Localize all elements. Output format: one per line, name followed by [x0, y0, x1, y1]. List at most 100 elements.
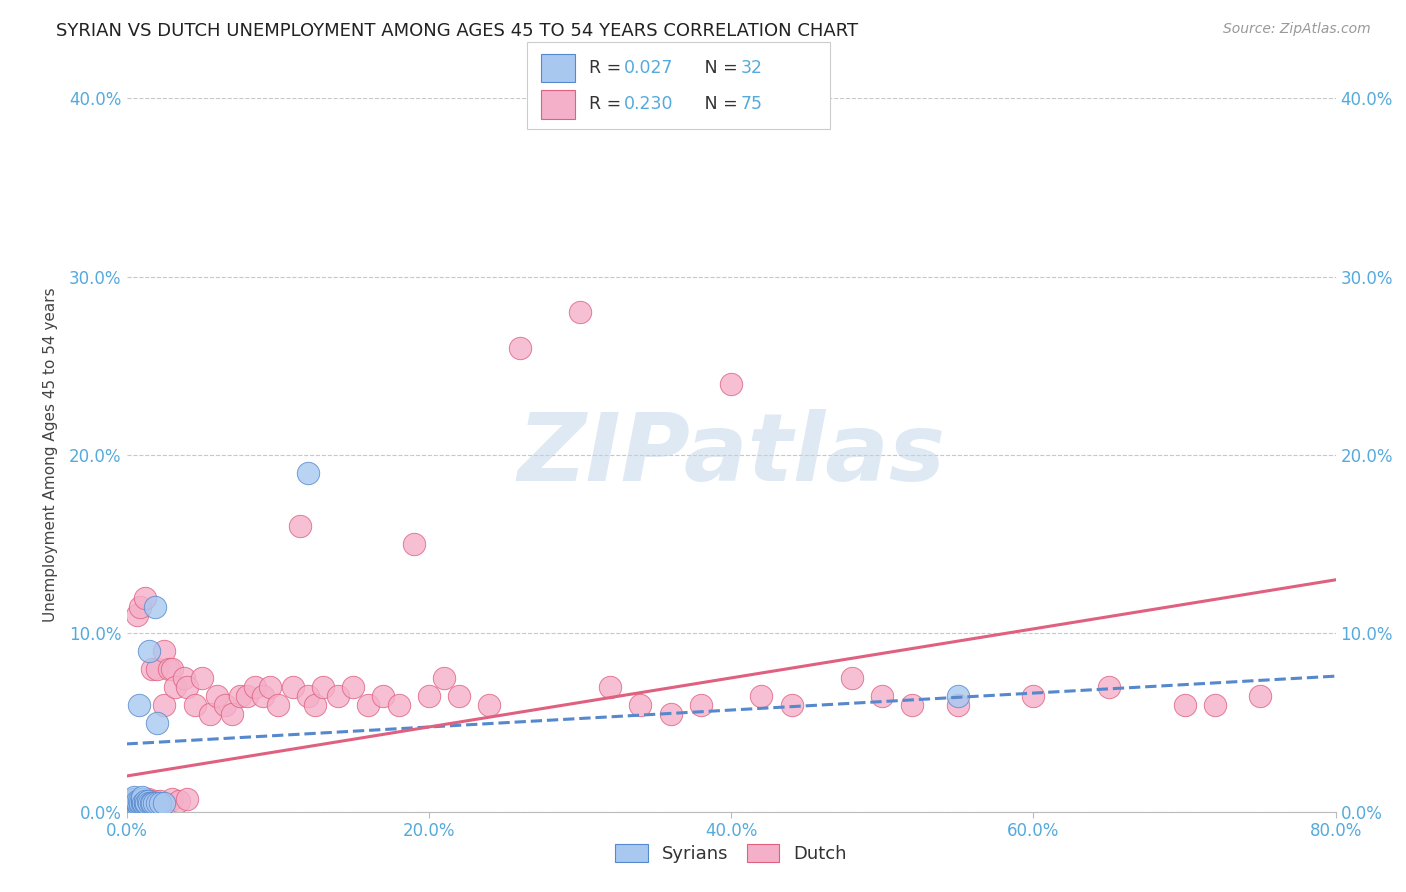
Point	[312, 680, 335, 694]
Point	[131, 796, 153, 810]
Point	[129, 599, 152, 614]
Point	[122, 794, 145, 808]
Point	[134, 591, 156, 605]
Point	[127, 794, 149, 808]
Text: 0.027: 0.027	[624, 59, 673, 77]
Point	[146, 796, 169, 810]
Text: N =: N =	[688, 59, 742, 77]
Point	[357, 698, 380, 712]
Point	[169, 794, 191, 808]
Point	[157, 662, 180, 676]
Point	[136, 792, 159, 806]
Point	[1098, 680, 1121, 694]
Point	[252, 689, 274, 703]
Point	[122, 796, 145, 810]
Point	[163, 680, 186, 694]
Point	[259, 680, 281, 694]
Point	[447, 689, 470, 703]
Point	[131, 794, 153, 808]
Text: SYRIAN VS DUTCH UNEMPLOYMENT AMONG AGES 45 TO 54 YEARS CORRELATION CHART: SYRIAN VS DUTCH UNEMPLOYMENT AMONG AGES …	[56, 22, 859, 40]
Text: 32: 32	[741, 59, 763, 77]
Point	[139, 796, 162, 810]
Point	[132, 796, 155, 810]
Point	[131, 792, 153, 806]
Point	[143, 599, 166, 614]
Point	[630, 698, 652, 712]
Point	[127, 796, 149, 810]
Point	[568, 305, 592, 319]
Point	[402, 537, 425, 551]
Point	[176, 680, 198, 694]
Point	[138, 796, 160, 810]
Point	[131, 794, 153, 808]
Text: Source: ZipAtlas.com: Source: ZipAtlas.com	[1223, 22, 1371, 37]
Point	[160, 792, 183, 806]
Point	[388, 698, 411, 712]
Point	[146, 715, 169, 730]
Point	[946, 689, 969, 703]
Point	[720, 376, 742, 391]
Point	[342, 680, 364, 694]
Point	[243, 680, 266, 694]
Point	[173, 671, 195, 685]
Point	[478, 698, 501, 712]
Point	[297, 466, 319, 480]
Point	[153, 698, 176, 712]
Point	[297, 689, 319, 703]
Point	[149, 794, 172, 808]
Point	[135, 794, 157, 808]
Text: N =: N =	[688, 95, 742, 113]
Text: R =: R =	[589, 59, 627, 77]
Point	[153, 644, 176, 658]
Point	[131, 790, 153, 805]
Point	[127, 608, 149, 623]
Point	[373, 689, 395, 703]
Point	[1249, 689, 1271, 703]
Point	[433, 671, 456, 685]
Point	[689, 698, 711, 712]
Point	[138, 796, 160, 810]
Point	[751, 689, 773, 703]
Point	[1204, 698, 1226, 712]
Point	[780, 698, 803, 712]
Legend: Syrians, Dutch: Syrians, Dutch	[607, 837, 855, 871]
Point	[122, 790, 145, 805]
Point	[136, 794, 159, 808]
Point	[146, 796, 169, 810]
Point	[139, 796, 162, 810]
Point	[134, 794, 156, 808]
Point	[134, 796, 156, 810]
Point	[153, 796, 176, 810]
Point	[221, 706, 243, 721]
Point	[659, 706, 682, 721]
Point	[132, 796, 155, 810]
Point	[281, 680, 304, 694]
Point	[198, 706, 221, 721]
Point	[326, 689, 350, 703]
Point	[901, 698, 924, 712]
Point	[128, 794, 150, 808]
Point	[304, 698, 326, 712]
Point	[214, 698, 236, 712]
Point	[191, 671, 214, 685]
Point	[236, 689, 259, 703]
Point	[122, 794, 145, 808]
Point	[872, 689, 894, 703]
Point	[131, 792, 153, 806]
Point	[138, 794, 160, 808]
Y-axis label: Unemployment Among Ages 45 to 54 years: Unemployment Among Ages 45 to 54 years	[44, 287, 58, 623]
Point	[146, 662, 169, 676]
Point	[1173, 698, 1195, 712]
Point	[129, 796, 152, 810]
Point	[143, 794, 166, 808]
Point	[138, 644, 160, 658]
Text: ZIPatlas: ZIPatlas	[517, 409, 945, 501]
Point	[122, 792, 145, 806]
Point	[141, 796, 163, 810]
Point	[229, 689, 252, 703]
Text: 75: 75	[741, 95, 763, 113]
Point	[1022, 689, 1045, 703]
Point	[122, 792, 145, 806]
Point	[128, 698, 150, 712]
Point	[183, 698, 205, 712]
